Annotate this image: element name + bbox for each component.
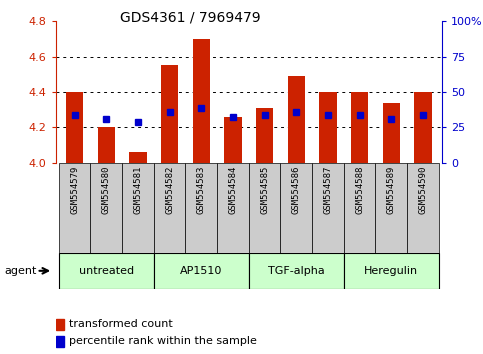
Text: GSM554590: GSM554590 (418, 166, 427, 214)
Text: AP1510: AP1510 (180, 266, 223, 276)
Text: percentile rank within the sample: percentile rank within the sample (69, 336, 257, 346)
FancyBboxPatch shape (344, 253, 439, 289)
Bar (66, 92, 83, 163)
FancyBboxPatch shape (217, 163, 249, 253)
FancyBboxPatch shape (122, 163, 154, 253)
Text: GSM554586: GSM554586 (292, 166, 301, 214)
Text: GSM554581: GSM554581 (133, 166, 142, 214)
Text: transformed count: transformed count (69, 319, 173, 329)
Text: agent: agent (5, 266, 37, 276)
Text: untreated: untreated (79, 266, 134, 276)
Text: GSM554583: GSM554583 (197, 166, 206, 214)
Bar (351, 92, 369, 163)
Bar (319, 92, 337, 163)
Text: GSM554582: GSM554582 (165, 166, 174, 214)
Text: GSM554579: GSM554579 (70, 166, 79, 214)
FancyBboxPatch shape (59, 253, 154, 289)
Text: TGF-alpha: TGF-alpha (268, 266, 325, 276)
Bar (414, 92, 432, 163)
Bar (161, 65, 178, 163)
Text: GDS4361 / 7969479: GDS4361 / 7969479 (120, 11, 261, 25)
Text: GSM554587: GSM554587 (324, 166, 332, 214)
Bar (98, 127, 115, 163)
Bar (224, 117, 242, 163)
Bar (287, 76, 305, 163)
Bar (383, 103, 400, 163)
Text: GSM554584: GSM554584 (228, 166, 238, 214)
Text: Heregulin: Heregulin (364, 266, 418, 276)
FancyBboxPatch shape (154, 163, 185, 253)
FancyBboxPatch shape (90, 163, 122, 253)
Bar (193, 39, 210, 163)
FancyBboxPatch shape (154, 253, 249, 289)
Text: GSM554588: GSM554588 (355, 166, 364, 214)
FancyBboxPatch shape (249, 253, 344, 289)
Text: GSM554580: GSM554580 (102, 166, 111, 214)
FancyBboxPatch shape (407, 163, 439, 253)
Bar (56, 319, 64, 330)
FancyBboxPatch shape (249, 163, 281, 253)
Text: GSM554589: GSM554589 (387, 166, 396, 214)
FancyBboxPatch shape (312, 163, 344, 253)
FancyBboxPatch shape (281, 163, 312, 253)
FancyBboxPatch shape (59, 163, 90, 253)
Bar (56, 336, 64, 347)
Bar (129, 152, 147, 163)
FancyBboxPatch shape (344, 163, 375, 253)
FancyBboxPatch shape (375, 163, 407, 253)
FancyBboxPatch shape (185, 163, 217, 253)
Text: GSM554585: GSM554585 (260, 166, 269, 214)
Bar (256, 108, 273, 163)
